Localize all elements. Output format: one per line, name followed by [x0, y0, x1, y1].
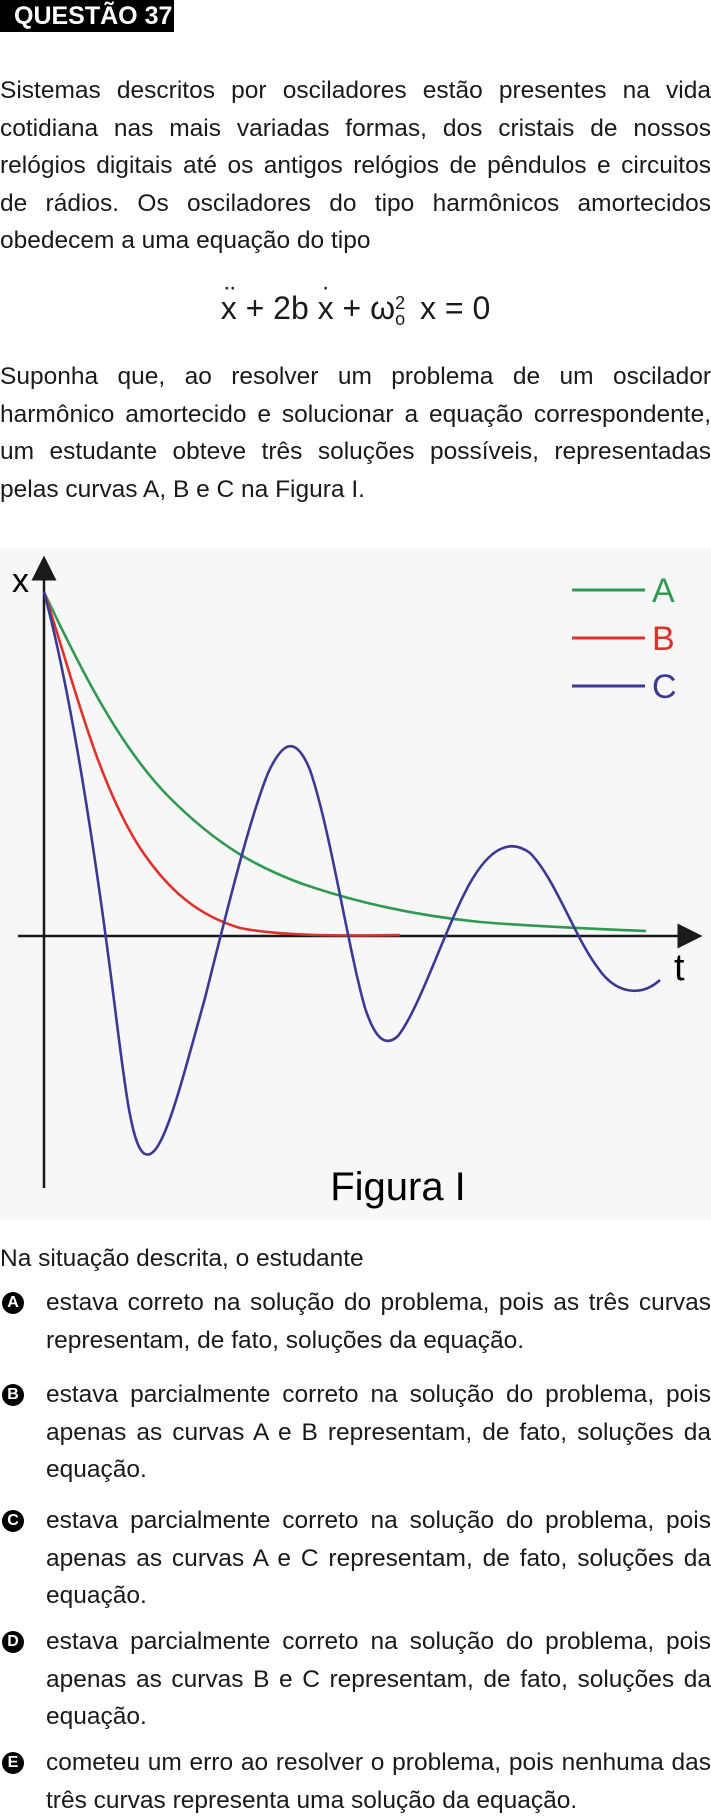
option-b-badge: B: [2, 1384, 24, 1406]
option-c-text: estava parcialmente correto na solução d…: [46, 1507, 711, 1609]
damped-oscillator-equation: x + 2b x + ω 2 o x = 0: [0, 288, 711, 328]
legend-label-a: A: [652, 572, 675, 610]
legend-label-b: B: [652, 620, 675, 658]
option-c-badge: C: [2, 1510, 24, 1532]
option-e-badge: E: [2, 1752, 24, 1774]
option-a-text: estava correto na solução do problema, p…: [46, 1289, 711, 1354]
problem-paragraph: Suponha que, ao resolver um problema de …: [0, 363, 711, 503]
curve-c-blue: [42, 591, 661, 1156]
y-axis-label: x: [12, 562, 29, 600]
option-a-badge: A: [2, 1292, 24, 1314]
x-dot: x: [318, 288, 334, 328]
eq-omega: + ω: [342, 290, 396, 326]
curve-b-red: [42, 591, 401, 937]
option-e-text: cometeu um erro ao resolver o problema, …: [46, 1749, 711, 1814]
curve-a-green: [42, 591, 647, 933]
omega-subscript: o: [395, 308, 406, 329]
intro-paragraph: Sistemas descritos por osciladores estão…: [0, 77, 711, 254]
option-d-badge: D: [2, 1631, 24, 1653]
x-axis-label: t: [674, 947, 685, 989]
answer-lead: Na situação descrita, o estudante: [0, 1245, 364, 1272]
x-double-dot: x: [221, 288, 237, 328]
figure-caption: Figura I: [330, 1165, 466, 1209]
option-d-text: estava parcialmente correto na solução d…: [46, 1628, 711, 1730]
question-number-label: QUESTÃO 37: [0, 0, 175, 32]
omega-superscript: 2: [395, 292, 406, 313]
legend-label-c: C: [652, 668, 677, 706]
eq-tail: x = 0: [420, 290, 491, 326]
figure-damped-curves: x t A B C Figura I: [0, 548, 711, 1220]
eq-term-2b: + 2b: [245, 290, 309, 326]
option-b-text: estava parcialmente correto na solução d…: [46, 1381, 711, 1483]
figure-svg: x t A B C Figura I: [12, 555, 703, 1209]
